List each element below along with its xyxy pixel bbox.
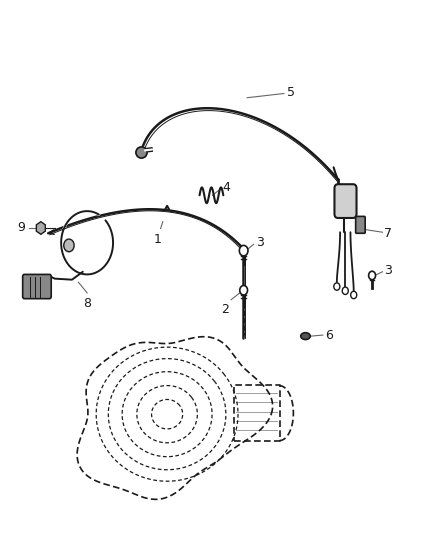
FancyBboxPatch shape [23, 274, 51, 298]
Circle shape [64, 239, 74, 252]
Circle shape [240, 286, 247, 295]
Text: 5: 5 [287, 86, 295, 99]
Text: 2: 2 [222, 303, 230, 317]
Text: 6: 6 [325, 328, 333, 342]
Text: 8: 8 [83, 296, 91, 310]
Circle shape [342, 287, 348, 294]
Circle shape [351, 292, 357, 298]
Circle shape [334, 283, 340, 290]
Text: 3: 3 [256, 236, 264, 249]
Circle shape [369, 271, 375, 280]
Circle shape [239, 245, 248, 256]
FancyBboxPatch shape [356, 216, 365, 233]
Text: 1: 1 [154, 233, 162, 246]
Text: 9: 9 [18, 222, 25, 235]
Text: 7: 7 [384, 227, 392, 240]
Text: 3: 3 [384, 264, 392, 277]
Text: 4: 4 [223, 181, 230, 194]
Ellipse shape [301, 333, 310, 340]
FancyBboxPatch shape [335, 184, 357, 218]
